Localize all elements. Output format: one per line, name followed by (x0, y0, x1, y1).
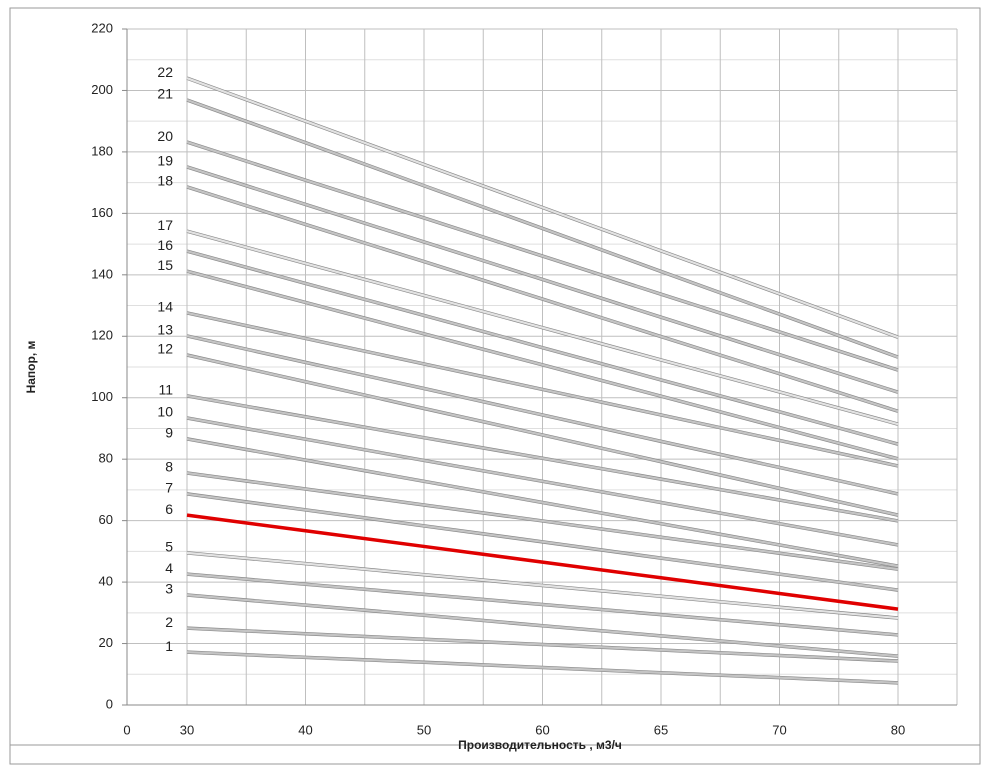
x-tick-label: 80 (891, 722, 905, 737)
x-tick-label: 40 (298, 722, 312, 737)
y-tick-label: 180 (91, 143, 113, 158)
curve-label: 6 (165, 501, 173, 517)
y-tick-label: 100 (91, 389, 113, 404)
curve-label: 15 (157, 257, 173, 273)
curve (186, 98, 899, 359)
x-tick-label: 70 (772, 722, 786, 737)
curve-label: 4 (165, 560, 173, 576)
curve (186, 513, 899, 611)
curve-label: 7 (165, 480, 173, 496)
curve (186, 141, 899, 372)
y-tick-label: 40 (99, 574, 113, 589)
x-axis-label: Производительность , м3/ч (458, 738, 622, 752)
curve (186, 165, 899, 394)
curve-label: 5 (165, 539, 173, 555)
curve-label: 2 (165, 614, 173, 630)
x-tick-label: 65 (654, 722, 668, 737)
curve (186, 77, 899, 339)
curve-label: 10 (157, 404, 173, 420)
x-tick-label: 50 (417, 722, 431, 737)
curve-label: 22 (157, 64, 173, 80)
curve-label: 13 (157, 322, 173, 338)
x-tick-label: 30 (180, 722, 194, 737)
curve-label: 14 (157, 299, 173, 315)
footer-frame (9, 744, 981, 765)
y-tick-label: 160 (91, 205, 113, 220)
y-tick-label: 120 (91, 328, 113, 343)
curve-label: 20 (157, 128, 173, 144)
curve-label: 8 (165, 459, 173, 475)
curve (186, 353, 899, 517)
curve-label: 17 (157, 217, 173, 233)
curve (186, 230, 899, 426)
curve (186, 437, 899, 568)
y-tick-label: 200 (91, 82, 113, 97)
curve-label: 19 (157, 153, 173, 169)
curve (186, 311, 899, 468)
y-tick-label: 20 (99, 635, 113, 650)
y-tick-label: 140 (91, 266, 113, 281)
curve (186, 551, 899, 620)
curve-label: 18 (157, 173, 173, 189)
curve-label: 12 (157, 341, 173, 357)
y-tick-label: 220 (91, 20, 113, 35)
x-tick-label: 60 (535, 722, 549, 737)
curve (186, 627, 899, 663)
curve (186, 185, 899, 413)
curve-label: 11 (158, 382, 173, 398)
y-tick-label: 0 (106, 696, 113, 711)
curve-label: 1 (165, 638, 173, 654)
chart-frame (9, 7, 981, 746)
curve (186, 270, 899, 460)
curve (186, 250, 899, 446)
curve (186, 471, 899, 571)
curve (186, 651, 899, 684)
curve (186, 593, 899, 658)
curve-label: 16 (157, 237, 173, 253)
curve (186, 492, 899, 592)
curve (186, 334, 899, 495)
x-tick-label: 0 (123, 722, 130, 737)
curve (186, 573, 899, 637)
curve (186, 394, 899, 523)
y-tick-label: 60 (99, 512, 113, 527)
curve-label: 21 (157, 86, 173, 102)
curve (186, 416, 899, 546)
y-axis-label: Напор, м (24, 340, 38, 393)
curve-label: 3 (165, 581, 173, 597)
curve-label: 9 (165, 425, 173, 441)
y-tick-label: 80 (99, 451, 113, 466)
